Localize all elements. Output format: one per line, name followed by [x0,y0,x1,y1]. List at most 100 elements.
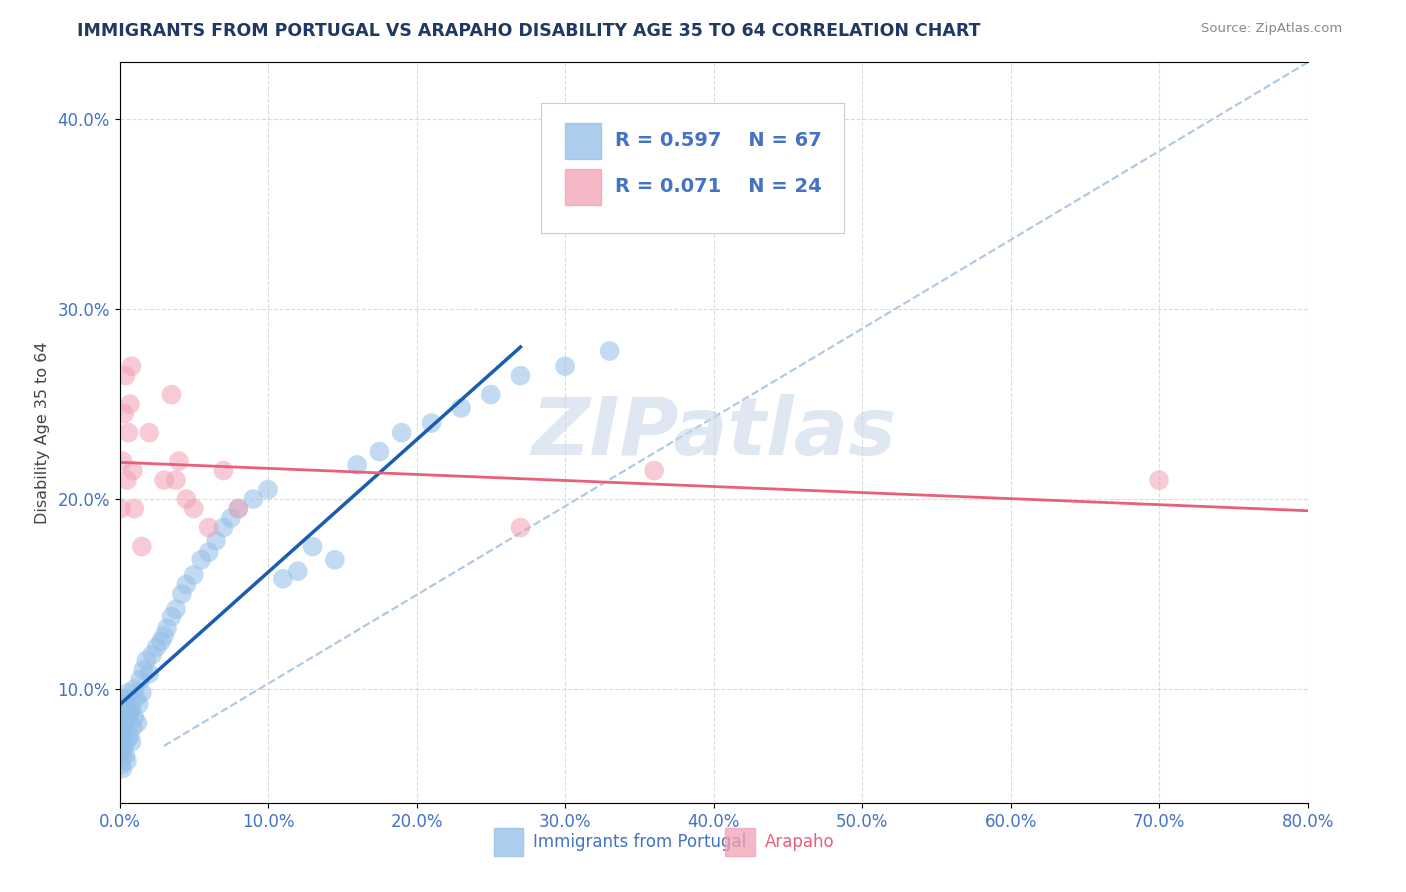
Point [111,762,134,776]
Text: Arapaho: Arapaho [765,833,834,851]
Point [110,691,132,706]
Text: Immigrants from Portugal: Immigrants from Portugal [533,833,747,851]
Point [257,483,280,497]
Bar [494,828,523,856]
Point [120,359,142,374]
Point [129,673,152,687]
Point [368,444,391,458]
Point [118,705,141,719]
Point [122,464,145,478]
Point [110,701,132,715]
Point [420,416,443,430]
Point [115,733,138,747]
Point [153,473,176,487]
Point [242,491,264,506]
Point [190,553,212,567]
Point [287,564,309,578]
Point [125,691,148,706]
Point [301,540,323,554]
Point [132,663,155,677]
Point [145,640,167,654]
Point [599,343,621,358]
Point [165,473,187,487]
Point [110,757,132,772]
Point [138,425,160,440]
Point [212,464,235,478]
Point [117,425,139,440]
Y-axis label: Disability Age 35 to 64: Disability Age 35 to 64 [35,342,51,524]
Point [114,748,136,763]
Point [183,501,205,516]
Text: R = 0.597    N = 67: R = 0.597 N = 67 [614,131,821,151]
Point [118,397,141,411]
Point [391,425,413,440]
Point [165,602,187,616]
Point [509,520,531,534]
Point [114,368,136,383]
Point [197,545,219,559]
Point [643,464,665,478]
Point [112,720,135,734]
Point [110,730,132,744]
Point [160,387,183,401]
Point [156,621,179,635]
Point [228,501,250,516]
Point [135,653,157,667]
Point [150,634,173,648]
Point [138,666,160,681]
Point [111,710,134,724]
Point [124,710,146,724]
Point [212,520,235,534]
Point [111,735,134,749]
Point [141,648,163,662]
Point [160,609,183,624]
Point [112,739,135,753]
Point [120,735,142,749]
Point [127,716,149,731]
Point [479,387,502,401]
Point [554,359,576,374]
Point [117,710,139,724]
Point [110,501,132,516]
Point [124,501,146,516]
Bar [725,828,755,856]
Point [323,553,346,567]
FancyBboxPatch shape [541,103,844,233]
Point [124,681,146,696]
Point [111,748,134,763]
Point [346,458,368,472]
Point [153,629,176,643]
Point [176,577,198,591]
Point [450,401,472,415]
Point [117,686,139,700]
Text: IMMIGRANTS FROM PORTUGAL VS ARAPAHO DISABILITY AGE 35 TO 64 CORRELATION CHART: IMMIGRANTS FROM PORTUGAL VS ARAPAHO DISA… [77,22,981,40]
Point [205,533,228,548]
Point [131,686,153,700]
Point [183,568,205,582]
Point [115,754,138,768]
Point [167,454,190,468]
Point [228,501,250,516]
Point [115,473,138,487]
Point [170,587,193,601]
Point [120,701,142,715]
Point [110,742,132,756]
Point [111,723,134,738]
Point [128,697,150,711]
Point [271,572,294,586]
Point [112,407,135,421]
Bar [565,169,600,204]
Point [118,730,141,744]
Point [1147,473,1170,487]
Point [197,520,219,534]
Point [509,368,531,383]
Text: Source: ZipAtlas.com: Source: ZipAtlas.com [1202,22,1343,36]
Point [122,720,145,734]
Text: R = 0.071    N = 24: R = 0.071 N = 24 [614,178,821,196]
Point [115,691,138,706]
Point [111,454,134,468]
Bar [565,123,600,159]
Point [219,511,242,525]
Point [112,697,135,711]
Text: ZIPatlas: ZIPatlas [531,393,896,472]
